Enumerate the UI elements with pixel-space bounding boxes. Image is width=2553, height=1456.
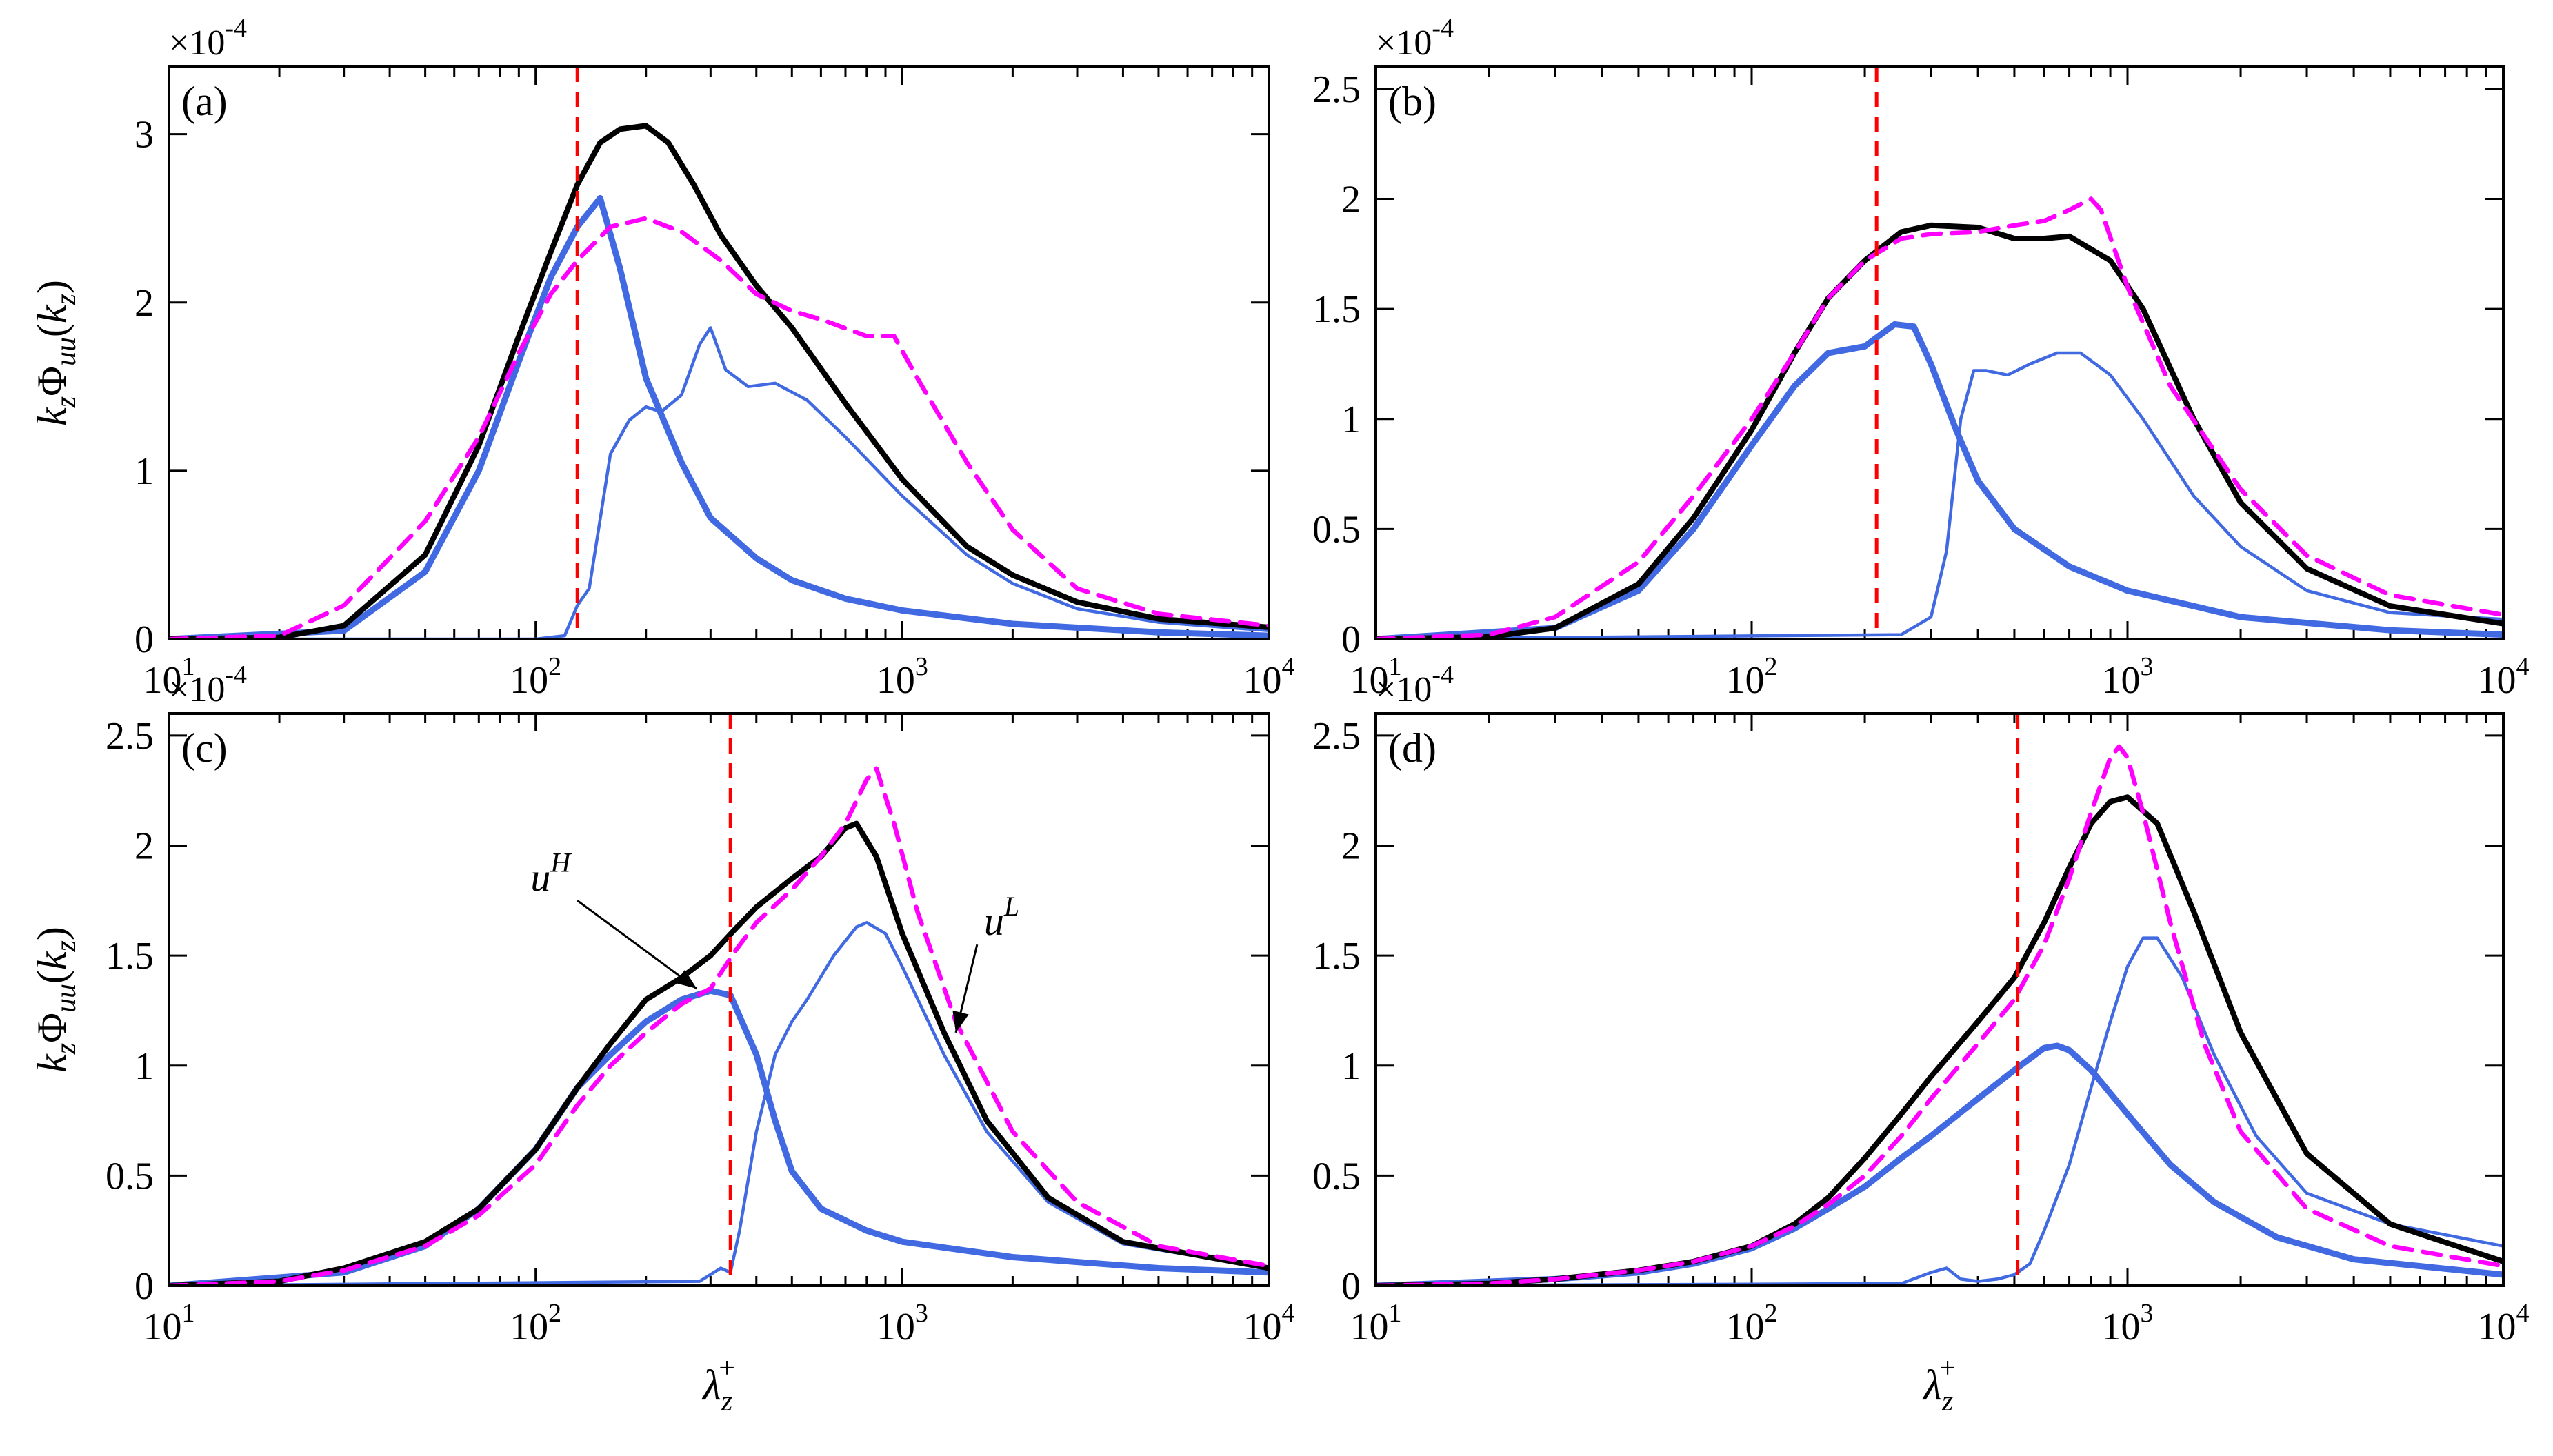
y-tick-label: 1: [134, 450, 154, 493]
y-tick-label: 1: [1341, 1045, 1361, 1088]
series-total: [169, 123, 1269, 639]
x-axis-label: λz+: [701, 1353, 735, 1417]
x-tick-label: 103: [877, 1299, 928, 1348]
x-tick-label: 102: [510, 652, 561, 702]
y-tick-label: 0.5: [1312, 1155, 1361, 1197]
exponent-label: ×10-4: [169, 14, 247, 63]
x-tick-label: 101: [143, 1299, 195, 1348]
annotation-arrow: [577, 900, 698, 990]
series-reference: [1376, 744, 2503, 1286]
y-tick-label: 2.5: [1312, 68, 1361, 111]
series-u-l: [169, 326, 1269, 639]
x-tick-label: 102: [510, 1299, 561, 1348]
y-tick-label: 2.5: [106, 715, 154, 758]
x-tick-label: 103: [877, 652, 928, 702]
panel-c: 101 102 103 10400.511.522.5×10-4(c)uHuLkzΦu…: [29, 660, 1295, 1417]
x-tick-label: 101: [1350, 652, 1402, 702]
axes-frame: [1374, 65, 2505, 640]
axes-frame: [168, 65, 1270, 640]
series-reference: [169, 766, 1269, 1286]
series-total: [169, 820, 1269, 1286]
panel-label: (c): [181, 725, 228, 771]
y-tick-label: 1.5: [106, 935, 154, 978]
y-tick-label: 0: [1341, 1265, 1361, 1308]
y-tick-label: 2: [134, 825, 154, 868]
y-tick-label: 1.5: [1312, 935, 1361, 978]
x-tick-label: 104: [2478, 652, 2530, 702]
series-u-l: [1376, 936, 2503, 1286]
annotation-label: uH: [530, 847, 572, 900]
series-u-h: [1376, 321, 2503, 639]
series-total: [1376, 222, 2503, 639]
exponent-label: ×10-4: [1376, 14, 1454, 63]
annotation-arrowhead: [952, 1010, 969, 1033]
y-tick-label: 1: [134, 1045, 154, 1088]
axes-frame: [168, 712, 1270, 1287]
series-total: [1376, 794, 2503, 1286]
panel-label: (d): [1388, 725, 1436, 771]
x-tick-label: 104: [2478, 1299, 2530, 1348]
panel-b: 101 102 103 104 0 0.5 1 1.5 2 2.5 ×10-4 (b): [1312, 14, 2530, 702]
y-tick-label: 0.5: [106, 1155, 154, 1197]
x-tick-label: 103: [2102, 1299, 2154, 1348]
y-tick-label: 2: [1341, 179, 1361, 221]
series-reference: [1376, 196, 2503, 639]
x-tick-label: 102: [1726, 652, 1778, 702]
x-axis-label: λz+: [1922, 1353, 1956, 1417]
series-u-h: [169, 987, 1269, 1286]
x-tick-label: 104: [1243, 652, 1295, 702]
y-tick-label: 2: [134, 282, 154, 325]
x-tick-label: 102: [1726, 1299, 1778, 1348]
y-tick-label: 0: [134, 618, 154, 661]
annotation-label: uL: [984, 891, 1019, 944]
y-tick-label: 0.5: [1312, 508, 1361, 551]
y-tick-label: 3: [134, 114, 154, 156]
y-tick-label: 0: [134, 1265, 154, 1308]
y-tick-label: 0: [1341, 618, 1361, 661]
series-u-h: [1376, 1042, 2503, 1286]
annotation-arrowhead: [674, 969, 697, 989]
y-tick-label: 2: [1341, 825, 1361, 868]
series-u-h: [169, 194, 1269, 639]
y-tick-label: 2.5: [1312, 715, 1361, 758]
y-tick-label: 1: [1341, 398, 1361, 441]
x-tick-label: 103: [2102, 652, 2154, 702]
x-tick-label: 104: [1243, 1299, 1295, 1348]
axes-frame: [1374, 712, 2505, 1287]
y-axis-label: kzΦuu(kz): [29, 927, 82, 1073]
y-tick-label: 1.5: [1312, 288, 1361, 331]
panel-label: (b): [1388, 79, 1436, 124]
series-u-l: [1376, 351, 2503, 639]
series-reference: [169, 216, 1269, 639]
y-axis-label: kzΦuu(kz): [29, 280, 82, 426]
panel-label: (a): [181, 79, 228, 124]
